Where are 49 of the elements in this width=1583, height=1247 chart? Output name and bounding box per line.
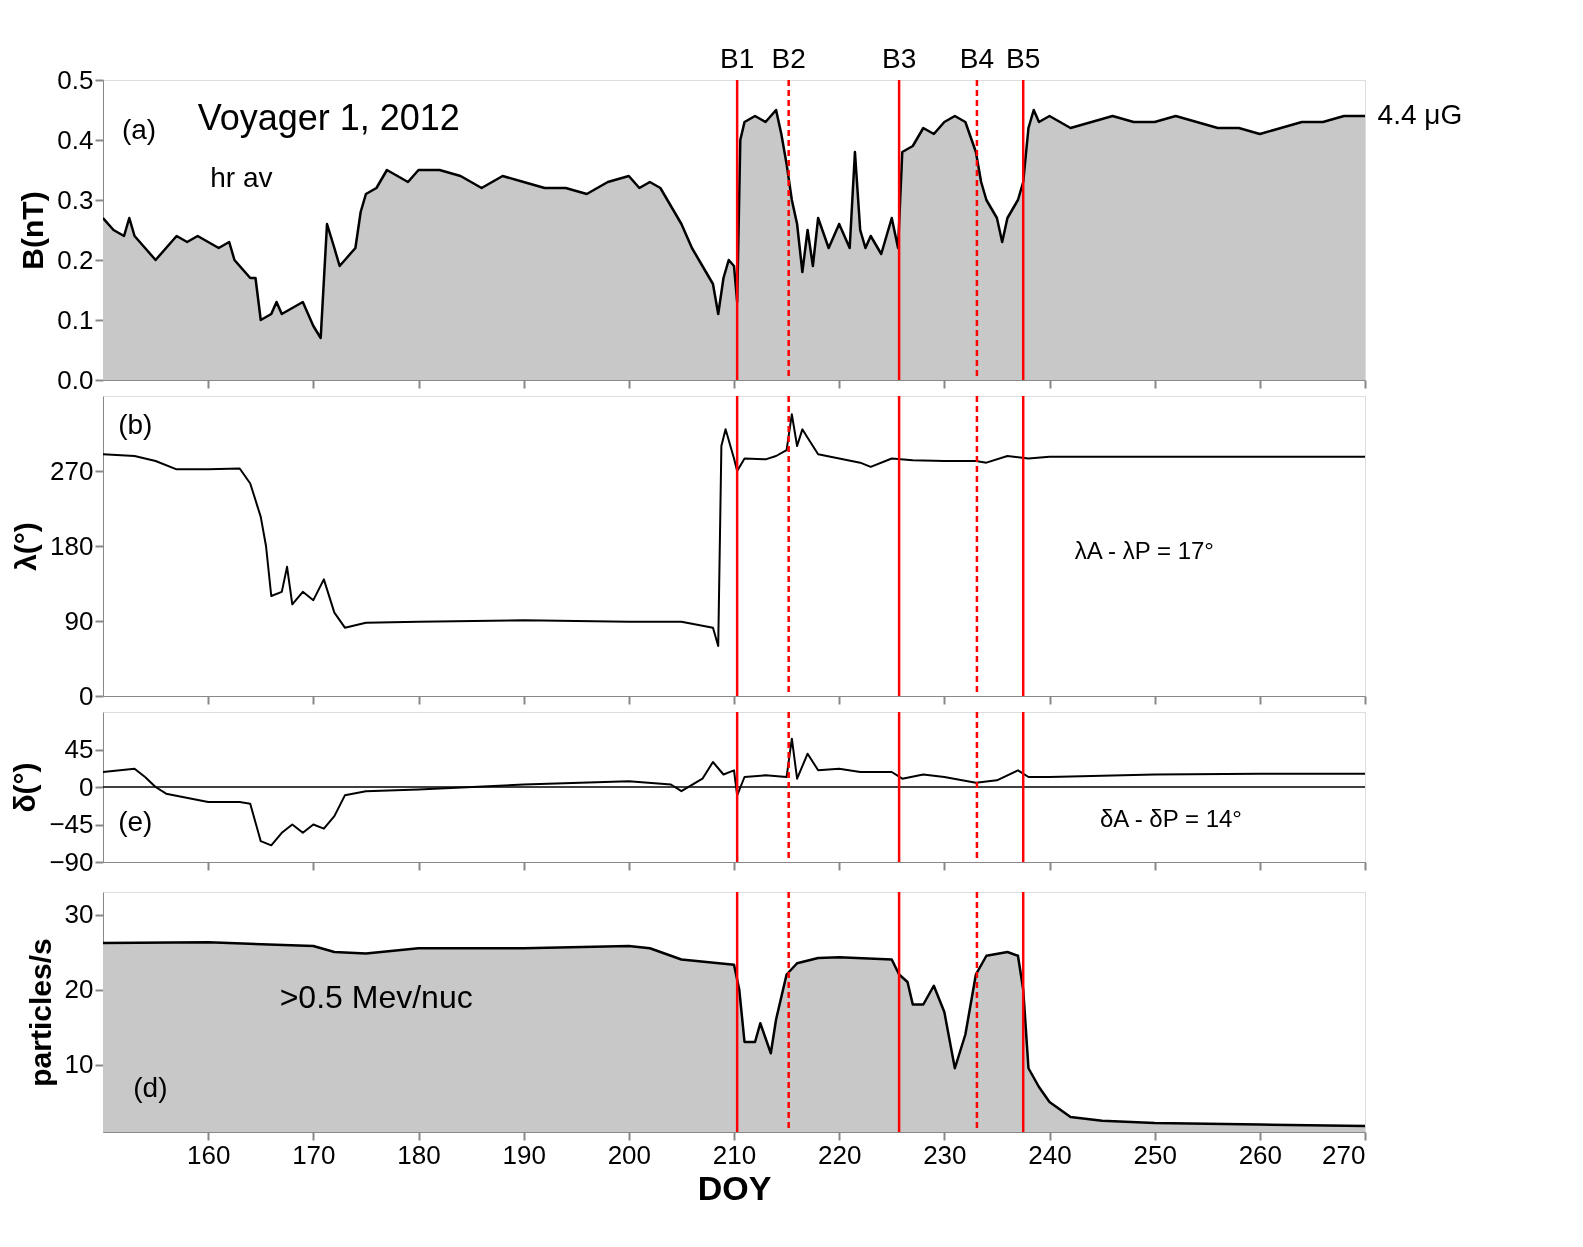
y-tick-label: −45 xyxy=(49,809,94,839)
y-tick-label: 10 xyxy=(64,1049,94,1079)
y-tick-label: 0.2 xyxy=(57,244,94,275)
y-tick-label: 45 xyxy=(64,734,94,764)
y-tick-label: 270 xyxy=(50,455,94,486)
annotation: (a) xyxy=(121,114,157,145)
y-axis-title: λ(°) xyxy=(9,522,43,571)
y-tick-label: 0 xyxy=(79,771,94,802)
ref-line-label: B5 xyxy=(1006,43,1041,74)
ref-line-label: B3 xyxy=(881,43,917,74)
y-tick-label: 30 xyxy=(64,899,94,929)
x-tick-label: 190 xyxy=(502,1139,546,1170)
y-axis-title: B(nT) xyxy=(16,191,50,270)
x-axis-title: DOY xyxy=(697,1168,772,1207)
x-tick-label: 260 xyxy=(1238,1139,1283,1170)
x-tick-label: 250 xyxy=(1133,1139,1177,1170)
y-tick-label: 0.4 xyxy=(57,124,94,155)
x-tick-label: 170 xyxy=(292,1139,336,1170)
y-tick-label: 0.1 xyxy=(57,304,94,335)
y-tick-label: 20 xyxy=(64,974,94,1004)
x-tick-label: 230 xyxy=(923,1139,967,1170)
x-tick-label: 270 xyxy=(1322,1139,1366,1170)
annotation: (e) xyxy=(118,806,153,837)
y-tick-label: 0.3 xyxy=(57,184,94,215)
annotation: (d) xyxy=(133,1071,168,1103)
x-tick-label: 240 xyxy=(1028,1139,1072,1170)
annotation: hr av xyxy=(210,162,273,193)
y-tick-label: 0 xyxy=(79,680,94,711)
y-tick-label: 0.5 xyxy=(57,64,94,95)
annotation: δA - δP = 14° xyxy=(1099,805,1242,832)
x-tick-label: 180 xyxy=(397,1139,441,1170)
ref-line-label: B1 xyxy=(720,43,755,74)
y-tick-label: 0.0 xyxy=(57,364,94,395)
y-tick-label: 90 xyxy=(64,605,94,636)
y-tick-label: −90 xyxy=(49,846,94,877)
annotation: (b) xyxy=(118,409,153,440)
y-tick-label: 180 xyxy=(50,530,94,561)
x-tick-label: 220 xyxy=(817,1139,862,1170)
annotation: >0.5 Mev/nuc xyxy=(279,978,473,1015)
ref-line-label: B4 xyxy=(959,43,995,74)
y-axis-title: δ(°) xyxy=(8,762,42,813)
x-tick-label: 160 xyxy=(186,1139,231,1170)
annotation: λA - λP = 17° xyxy=(1074,537,1214,564)
y-axis-title: particles/s xyxy=(23,938,57,1087)
annotation: Voyager 1, 2012 xyxy=(197,97,460,138)
x-tick-label: 200 xyxy=(607,1139,652,1170)
text: 4.4 μG xyxy=(1377,99,1463,130)
x-tick-label: 210 xyxy=(712,1139,757,1170)
ref-line-label: B2 xyxy=(771,43,806,74)
